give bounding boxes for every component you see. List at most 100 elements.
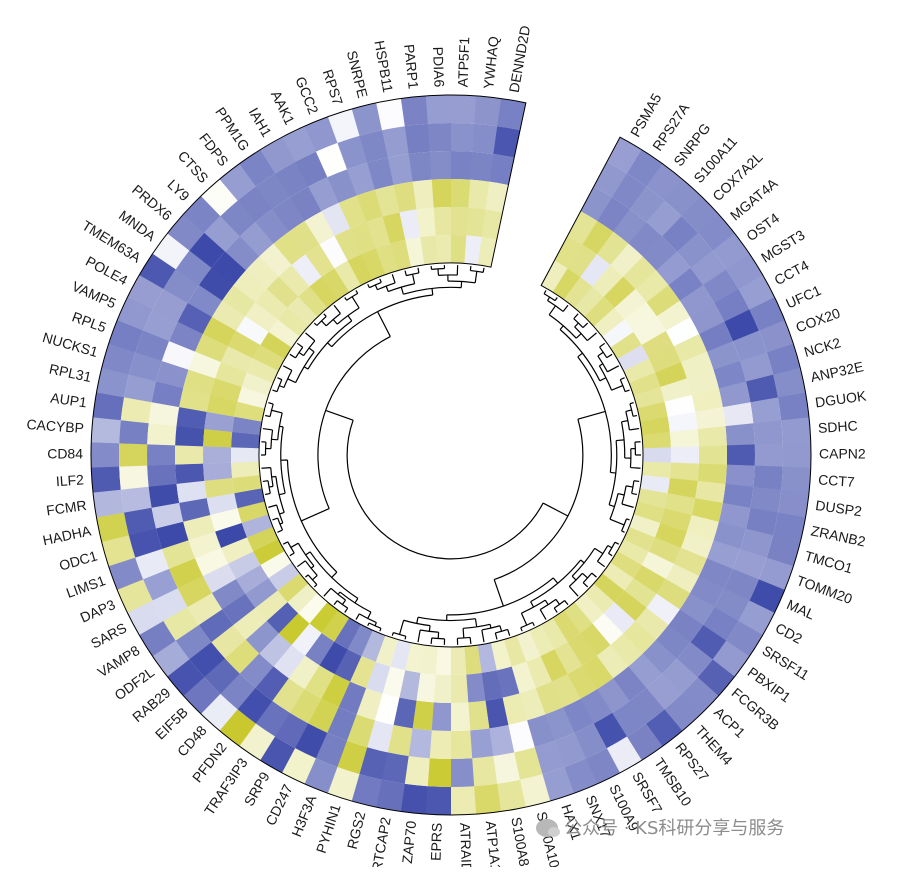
gene-label: AAK1 [268,88,298,127]
heatmap-cell [374,693,400,725]
heatmap-cell [654,522,687,549]
heatmap-cell [633,565,666,594]
heatmap-cell [435,234,452,264]
heatmap-cell [200,179,238,217]
heatmap-cell [673,547,707,577]
heatmap-cell [777,392,810,421]
heatmap-cell [593,307,625,337]
heatmap-cell [259,243,292,277]
heatmap-cell [563,602,593,634]
heatmap-cell [241,372,274,396]
heatmap-cell [642,236,678,271]
heatmap-cell [167,213,205,251]
heatmap-cell [366,720,394,753]
heatmap-cell [245,302,278,332]
heatmap-cell [211,300,246,331]
heatmap-cell [347,253,374,286]
heatmap-cell [662,216,698,252]
heatmap-cell [215,361,248,388]
heatmap-cell [489,153,515,186]
heatmap-cell [485,181,509,213]
heatmap-cell [582,655,614,690]
heatmap-cell [669,429,699,448]
heatmap-cell [334,649,362,682]
heatmap-cell [92,489,125,518]
heatmap-cell [288,220,320,255]
heatmap-cell [127,600,164,635]
heatmap-cell [656,251,691,286]
gene-label: SNRPE [344,49,371,100]
heatmap-cell [204,477,235,499]
gene-label: TMCO1 [803,547,855,576]
heatmap-cell [554,641,583,675]
heatmap-cell [273,231,306,266]
heatmap-cell [676,232,713,269]
heatmap-cell [664,179,702,217]
heatmap-cell [466,207,486,238]
heatmap-cell [468,179,490,210]
heatmap-cell [327,766,360,802]
heatmap-cell [642,447,671,463]
heatmap-cell [766,535,801,567]
heatmap-cell [175,463,205,484]
heatmap-cell [640,475,670,494]
heatmap-cell [246,526,279,552]
heatmap-cell [738,600,775,636]
heatmap-cell [169,558,203,589]
heatmap-cell [259,633,292,667]
heatmap-cell [697,426,727,447]
dendrogram-branch [437,265,459,276]
heatmap-cell [203,446,232,464]
heatmap-cell [451,123,475,152]
heatmap-cells [90,94,812,816]
heatmap-cell [151,502,184,529]
heatmap-cell [679,285,715,318]
heatmap-cell [204,215,241,252]
heatmap-cell [195,547,229,576]
gene-label: GCC2 [292,74,321,116]
heatmap-cell [433,206,452,236]
heatmap-cell [451,95,477,124]
heatmap-cell [327,707,357,741]
watermark-text: 公众号 · KS科研分享与服务 [564,818,785,839]
heatmap-cell [211,624,246,659]
heatmap-cell [641,432,671,449]
heatmap-cell [152,233,190,270]
heatmap-cell [706,341,741,370]
heatmap-cell [689,575,725,608]
heatmap-cell [673,334,707,363]
dendrogram-branch [261,441,267,456]
heatmap-cell [195,333,229,363]
heatmap-cell [552,610,581,642]
heatmap-cell [472,123,498,154]
heatmap-cell [143,568,178,601]
heatmap-cell [91,417,121,444]
heatmap-cell [580,623,611,656]
heatmap-cell [758,557,794,591]
heatmap-cell [646,200,682,237]
heatmap-cell [593,573,625,603]
heatmap-cell [266,602,299,634]
heatmap-cell [179,497,211,522]
heatmap-cell [633,387,665,409]
heatmap-cell [143,309,178,342]
heatmap-cell [641,551,674,580]
dendrogram-branch [367,278,382,289]
heatmap-cell [117,296,153,331]
heatmap-cell [425,786,451,815]
heatmap-cell [623,358,656,384]
heatmap-cell [724,309,759,342]
heatmap-cell [400,95,429,127]
heatmap-cell [298,592,328,624]
heatmap-cell [582,220,614,255]
heatmap-cell [433,674,451,703]
gene-label: FCMR [45,497,87,518]
heatmap-cell [233,607,267,640]
heatmap-cell [593,161,628,198]
gene-label: SRP9 [241,769,273,809]
heatmap-cell [613,666,647,702]
heatmap-cell [334,260,362,293]
heatmap-cell [295,151,328,187]
heatmap-cell [563,277,593,309]
dendrogram-branch [621,485,634,508]
